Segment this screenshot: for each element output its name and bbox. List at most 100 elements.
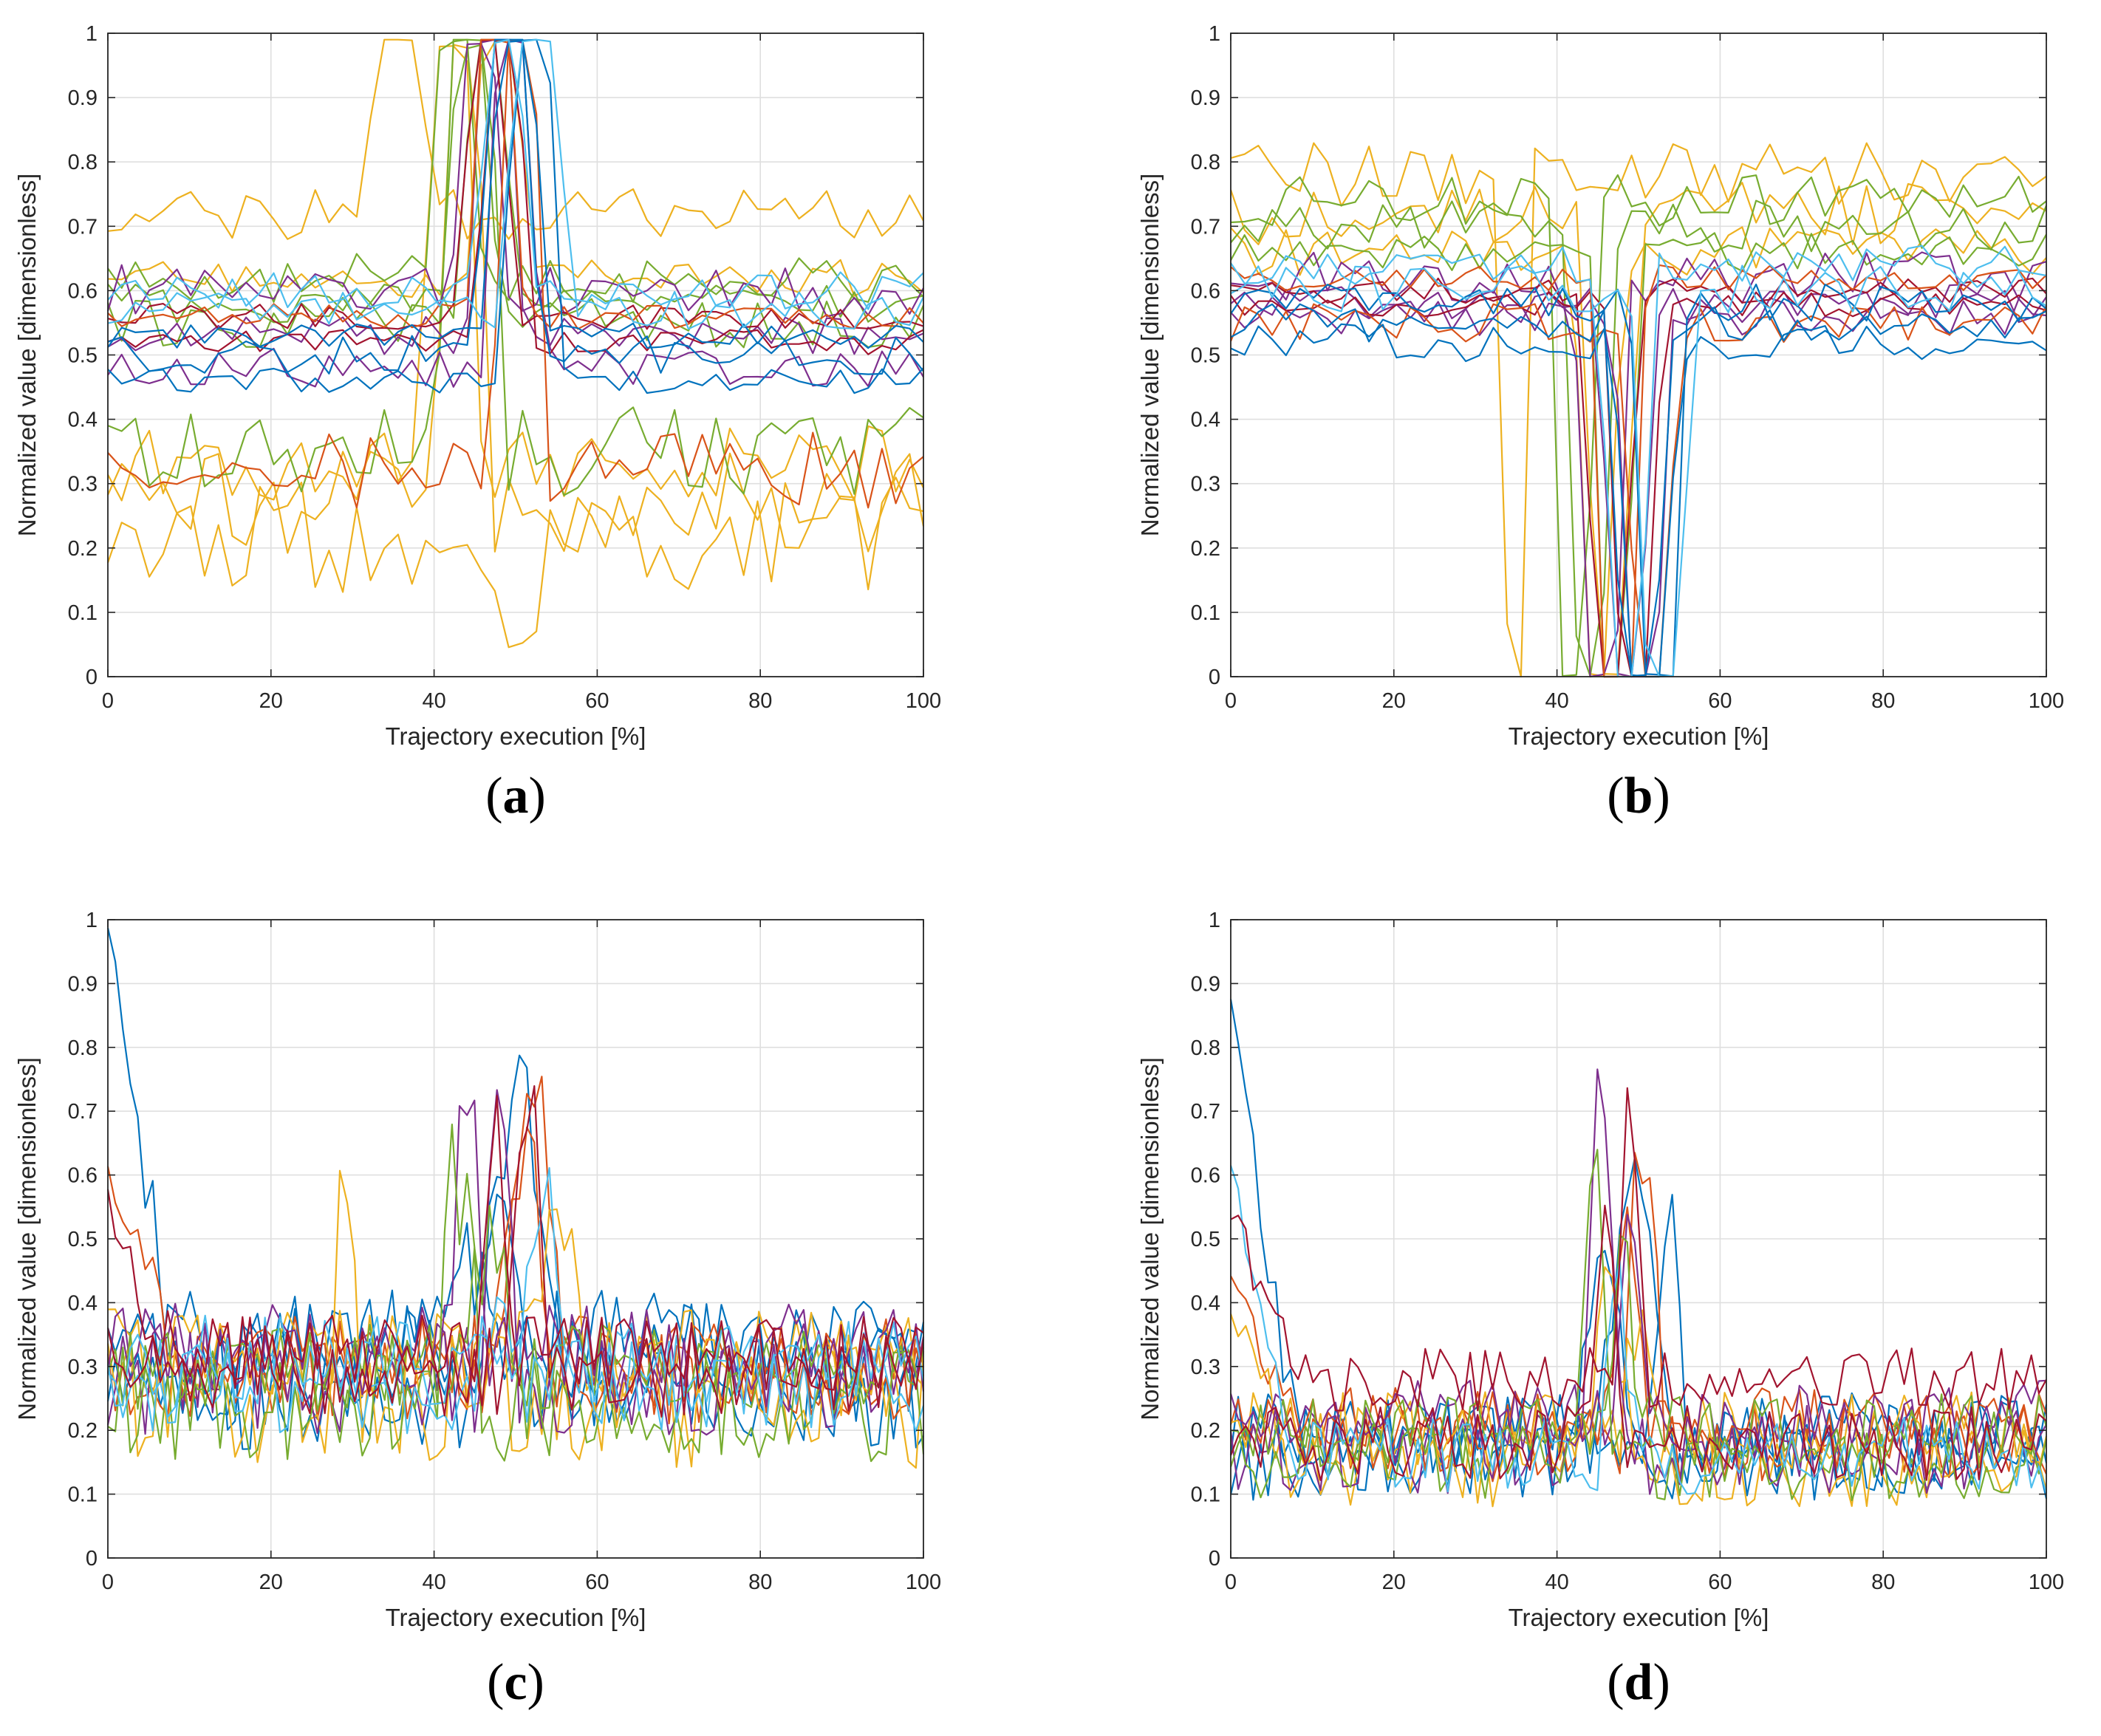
series-line	[106, 42, 924, 318]
y-tick-label: 0.4	[1191, 409, 1220, 432]
series-line	[1230, 277, 2047, 678]
y-tick-label: 0.6	[68, 279, 98, 303]
x-tick-label: 40	[1545, 689, 1568, 713]
series-line	[1230, 323, 2047, 678]
series-line	[107, 38, 924, 330]
y-tick-label: 0.6	[68, 1164, 98, 1188]
series-line	[107, 39, 924, 349]
y-axis-label: Normalized value [dimensionless]	[1136, 174, 1164, 537]
series-line	[1230, 199, 2048, 677]
series-group	[1229, 999, 2048, 1508]
y-tick-label: 0.5	[1191, 344, 1220, 368]
y-tick-label: 0.5	[1191, 1228, 1220, 1251]
series-line	[1229, 1204, 2047, 1481]
x-axis-label: Trajectory execution [%]	[386, 722, 646, 750]
y-tick-label: 0.7	[1191, 1100, 1220, 1124]
series-line	[1230, 232, 2047, 678]
y-tick-label: 1	[86, 22, 98, 46]
series-line	[1229, 1234, 2048, 1469]
series-line	[107, 38, 924, 330]
panel-caption: (b)	[1607, 768, 1670, 824]
caption-close-paren: )	[1653, 768, 1670, 824]
y-tick-label: 0.8	[68, 151, 98, 174]
series-group	[106, 38, 925, 649]
series-line	[107, 38, 924, 324]
x-tick-label: 0	[102, 689, 114, 713]
series-line	[1229, 1068, 2047, 1495]
caption-close-paren: )	[1653, 1654, 1670, 1711]
y-tick-label: 1	[1209, 22, 1220, 46]
series-line	[106, 476, 924, 649]
series-group	[106, 927, 925, 1469]
x-tick-label: 80	[1871, 1571, 1895, 1594]
y-tick-label: 0.9	[68, 972, 98, 996]
y-tick-label: 0.7	[1191, 215, 1220, 239]
y-tick-label: 0.7	[68, 215, 98, 239]
ticks: 0 20 40 60 80 100 0 0.1 0.2 0.3 0.4 0.5 0.6 0.7 0.8 0.9…	[1191, 909, 2065, 1594]
series-line	[1230, 264, 2047, 678]
y-tick-label: 0.2	[68, 1419, 98, 1443]
y-tick-label: 0.9	[68, 86, 98, 110]
panel-a: 0 20 40 60 80 100 0 0.1 0.2 0.3 0.4 0.5 0.6 0.7 0.8 0.9…	[13, 22, 941, 824]
y-tick-label: 0.2	[1191, 537, 1220, 561]
series-line	[107, 1123, 925, 1463]
y-tick-label: 0.1	[1191, 1483, 1220, 1507]
series-line	[107, 38, 924, 394]
caption-close-paren: )	[527, 1654, 544, 1711]
series-line	[1230, 226, 2047, 678]
series-line	[107, 38, 924, 375]
caption-open-paren: (	[1607, 1654, 1624, 1711]
y-tick-label: 0.4	[68, 409, 98, 432]
x-tick-label: 80	[748, 689, 772, 713]
y-tick-label: 0	[1209, 1547, 1220, 1571]
y-tick-label: 1	[1209, 909, 1220, 932]
caption-open-paren: (	[1607, 768, 1624, 824]
caption-letter: d	[1625, 1654, 1653, 1711]
y-tick-label: 0.2	[68, 537, 98, 561]
caption-letter: b	[1625, 768, 1653, 824]
y-tick-label: 0.9	[1191, 86, 1220, 110]
y-tick-label: 0.8	[1191, 1036, 1220, 1060]
x-axis-label: Trajectory execution [%]	[1509, 722, 1769, 750]
panel-caption: (a)	[485, 768, 546, 824]
x-tick-label: 0	[1225, 1571, 1237, 1594]
panel-caption: (d)	[1607, 1654, 1670, 1711]
y-tick-label: 0.1	[68, 1483, 98, 1507]
x-tick-label: 100	[2029, 689, 2064, 713]
y-tick-label: 0.3	[1191, 473, 1220, 496]
series-line	[1230, 1087, 2047, 1412]
x-tick-label: 100	[906, 1571, 941, 1594]
panel-c: 0 20 40 60 80 100 0 0.1 0.2 0.3 0.4 0.5 0.6 0.7 0.8 0.9…	[13, 909, 941, 1711]
y-tick-label: 0.5	[68, 344, 98, 368]
y-tick-label: 0.3	[68, 1356, 98, 1379]
series-line	[1229, 1206, 2048, 1450]
y-tick-label: 0	[86, 666, 98, 689]
series-line	[1229, 182, 2047, 675]
caption-letter: a	[503, 768, 529, 824]
x-tick-label: 80	[1871, 689, 1895, 713]
y-tick-label: 0.4	[68, 1291, 98, 1315]
x-tick-label: 20	[1382, 1571, 1406, 1594]
series-line	[1229, 1214, 2047, 1456]
x-tick-label: 60	[1708, 689, 1732, 713]
x-tick-label: 20	[259, 689, 283, 713]
y-axis-label: Normalized value [dimensionless]	[1136, 1057, 1164, 1421]
y-axis-label: Normalized value [dimensionless]	[13, 174, 41, 537]
series-line	[1230, 251, 2047, 678]
series-line	[1230, 174, 2047, 677]
x-tick-label: 0	[102, 1571, 114, 1594]
x-tick-label: 100	[906, 689, 941, 713]
y-tick-label: 0.1	[1191, 601, 1220, 625]
series-line	[1230, 1149, 2048, 1502]
ticks: 0 20 40 60 80 100 0 0.1 0.2 0.3 0.4 0.5 0.6 0.7 0.8 0.9…	[68, 909, 942, 1594]
y-tick-label: 1	[86, 909, 98, 932]
y-axis-label: Normalized value [dimensionless]	[13, 1057, 41, 1421]
caption-letter: c	[504, 1654, 527, 1711]
x-tick-label: 100	[2029, 1571, 2064, 1594]
y-tick-label: 0	[1209, 666, 1220, 689]
y-tick-label: 0.6	[1191, 279, 1220, 303]
series-line	[106, 1084, 925, 1418]
y-tick-label: 0	[86, 1547, 98, 1571]
y-tick-label: 0.7	[68, 1100, 98, 1124]
